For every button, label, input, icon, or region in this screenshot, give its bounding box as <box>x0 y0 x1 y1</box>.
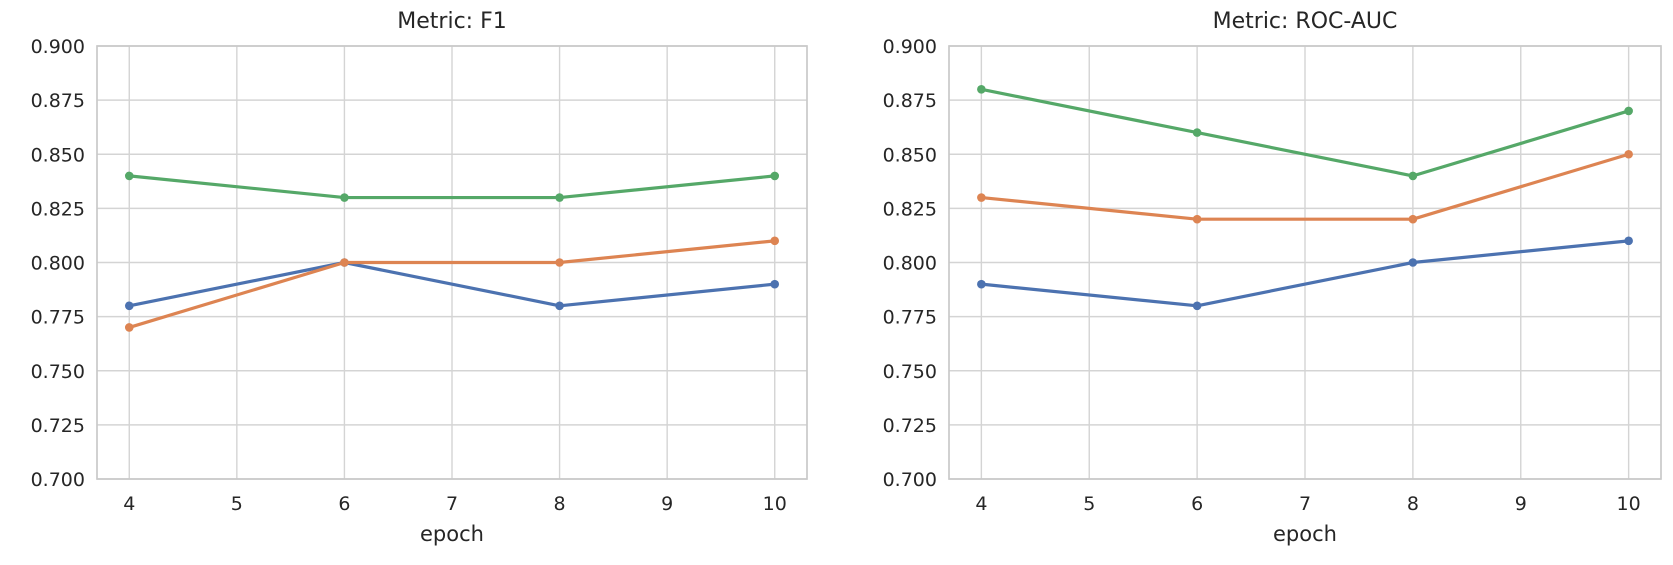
y-tick-label: 0.725 <box>31 415 85 437</box>
y-tick-label: 0.900 <box>31 36 85 58</box>
series-green-point <box>124 171 134 181</box>
series-orange-line <box>127 239 777 330</box>
series-blue-point <box>1624 236 1633 246</box>
chart-title-f1: Metric: F1 <box>397 9 507 34</box>
series-green-point <box>340 193 349 202</box>
chart-title-roc-auc: Metric: ROC-AUC <box>1212 9 1398 34</box>
series-orange-point <box>977 193 986 202</box>
y-tick-label: 0.825 <box>31 198 85 220</box>
x-axis-label-f1: epoch <box>420 522 484 546</box>
series-green-point <box>1624 106 1633 116</box>
series-green-point <box>977 85 986 94</box>
series-green-line <box>979 87 1631 178</box>
x-tick-label: 8 <box>554 493 566 515</box>
y-tick-label: 0.750 <box>883 361 937 383</box>
y-tick-label: 0.775 <box>883 307 937 329</box>
series-orange-point <box>1624 149 1633 159</box>
series-green-point <box>1192 128 1202 137</box>
y-tick-label: 0.750 <box>31 361 85 383</box>
x-tick-label: 6 <box>338 493 350 515</box>
x-tick-label: 10 <box>1617 493 1641 515</box>
y-tick-label: 0.875 <box>31 90 85 112</box>
series-green-point <box>555 193 564 202</box>
y-tick-label: 0.900 <box>883 36 937 58</box>
plot-area-f1: 0.900 0.875 0.850 0.825 0.800 0.775 0.750 0.725… <box>31 36 808 515</box>
x-tick-label: 9 <box>1515 493 1527 515</box>
series-green-line <box>127 174 777 200</box>
y-tick-label: 0.850 <box>31 144 85 166</box>
y-tick-label: 0.700 <box>883 469 937 491</box>
x-tick-label: 5 <box>1083 493 1095 515</box>
series-blue-point <box>124 301 134 311</box>
series-orange-point <box>555 258 564 267</box>
series-green-point <box>1408 171 1418 181</box>
x-tick-label: 5 <box>231 493 243 515</box>
x-tick-label: 7 <box>1299 493 1311 515</box>
y-tick-label: 0.850 <box>883 144 937 166</box>
series-blue-point <box>770 279 780 289</box>
axes-border <box>948 45 1662 480</box>
x-axis-label-roc-auc: epoch <box>1273 522 1337 546</box>
series-orange-point <box>770 236 780 246</box>
series-green-point <box>770 171 780 181</box>
series-orange-point <box>340 258 349 267</box>
series-blue-point <box>555 301 564 311</box>
y-tick-label: 0.800 <box>883 253 937 275</box>
series-blue-point <box>1408 258 1418 267</box>
plot-area-roc-auc: 0.900 0.875 0.850 0.825 0.800 0.775 0.750 0.725… <box>883 36 1662 515</box>
series-blue-point <box>1192 301 1202 311</box>
x-tick-label: 10 <box>763 493 787 515</box>
series-orange-point <box>124 323 134 332</box>
y-tick-label: 0.700 <box>31 469 85 491</box>
y-tick-label: 0.875 <box>883 90 937 112</box>
series-orange-line <box>979 152 1631 221</box>
x-tick-label: 4 <box>975 493 987 515</box>
axes-border <box>96 45 808 480</box>
chart-panel-f1: Metric: F1 0.900 0.875 0.850 0.825 0.800 0.77… <box>31 9 808 546</box>
x-tick-label: 4 <box>123 493 135 515</box>
series-blue-line <box>979 239 1631 308</box>
x-tick-label: 6 <box>1191 493 1203 515</box>
series-blue-point <box>977 279 986 289</box>
y-tick-label: 0.775 <box>31 307 85 329</box>
series-blue-line <box>127 260 777 308</box>
chart-panel-roc-auc: Metric: ROC-AUC 0.900 0.875 0.850 0.825 0.80… <box>837 0 1673 565</box>
series-orange-point <box>1192 214 1202 224</box>
y-tick-label: 0.725 <box>883 415 937 437</box>
x-tick-label: 9 <box>661 493 673 515</box>
x-tick-label: 7 <box>446 493 458 515</box>
y-tick-label: 0.825 <box>883 198 937 220</box>
y-tick-label: 0.800 <box>31 253 85 275</box>
series-orange-point <box>1408 214 1418 224</box>
x-tick-label: 8 <box>1407 493 1419 515</box>
